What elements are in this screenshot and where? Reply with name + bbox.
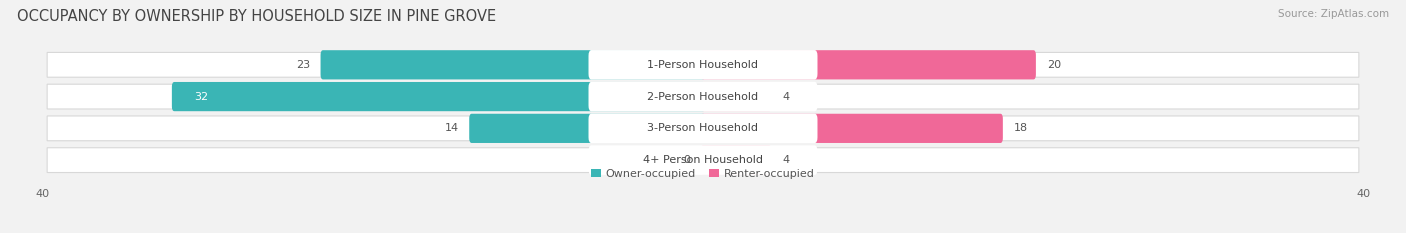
Text: 2-Person Household: 2-Person Household [647,92,759,102]
FancyBboxPatch shape [589,82,817,111]
Text: Source: ZipAtlas.com: Source: ZipAtlas.com [1278,9,1389,19]
FancyBboxPatch shape [48,84,1358,109]
FancyBboxPatch shape [700,82,772,111]
Text: 4: 4 [782,92,789,102]
FancyBboxPatch shape [589,145,817,175]
FancyBboxPatch shape [321,50,706,79]
Text: 4+ Person Household: 4+ Person Household [643,155,763,165]
Text: OCCUPANCY BY OWNERSHIP BY HOUSEHOLD SIZE IN PINE GROVE: OCCUPANCY BY OWNERSHIP BY HOUSEHOLD SIZE… [17,9,496,24]
FancyBboxPatch shape [589,50,817,80]
FancyBboxPatch shape [589,113,817,143]
Text: 1-Person Household: 1-Person Household [648,60,758,70]
FancyBboxPatch shape [48,52,1358,77]
Text: 14: 14 [444,123,458,133]
FancyBboxPatch shape [700,114,1002,143]
Legend: Owner-occupied, Renter-occupied: Owner-occupied, Renter-occupied [586,164,820,183]
Text: 23: 23 [295,60,309,70]
Text: 18: 18 [1014,123,1028,133]
Text: 4: 4 [782,155,789,165]
Text: 0: 0 [683,155,690,165]
Text: 32: 32 [194,92,208,102]
FancyBboxPatch shape [48,116,1358,141]
FancyBboxPatch shape [700,146,772,175]
FancyBboxPatch shape [48,148,1358,172]
Text: 20: 20 [1046,60,1060,70]
Text: 3-Person Household: 3-Person Household [648,123,758,133]
FancyBboxPatch shape [700,50,1036,79]
FancyBboxPatch shape [172,82,706,111]
FancyBboxPatch shape [470,114,706,143]
